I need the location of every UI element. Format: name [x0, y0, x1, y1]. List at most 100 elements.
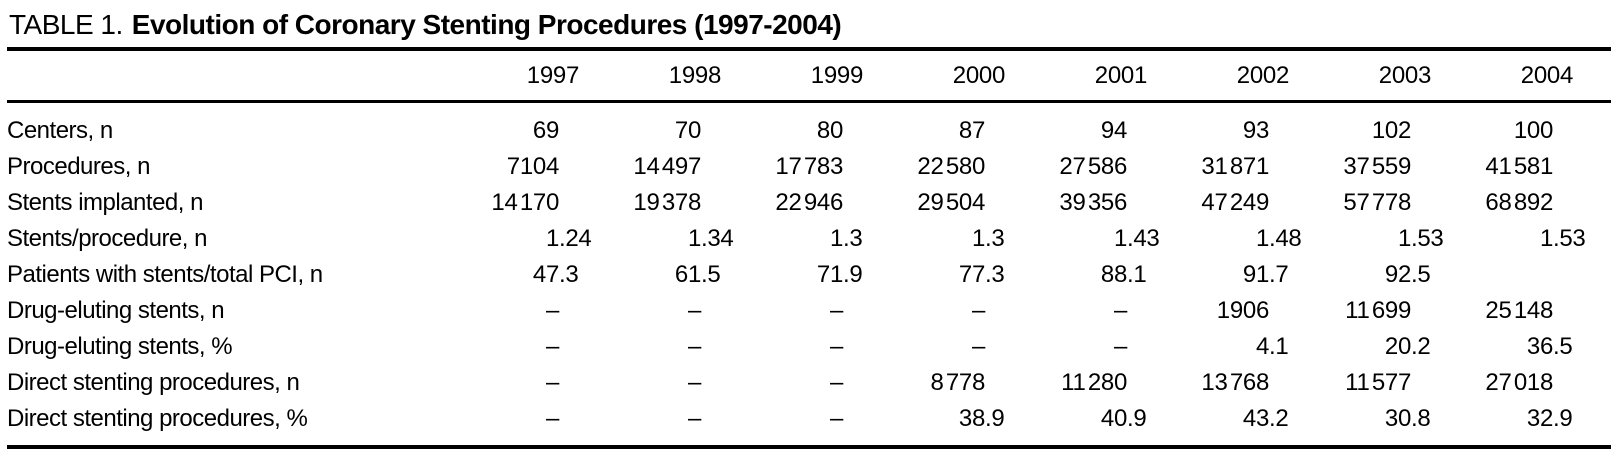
cell-value: 71.9 — [721, 261, 863, 289]
table-cell: – — [579, 329, 721, 365]
integer-part: 94 — [1100, 117, 1127, 144]
year-text: 2004 — [1520, 61, 1574, 89]
integer-part: 68 892 — [1485, 189, 1553, 216]
table-cell: 39 356 — [1005, 185, 1147, 221]
cell-value: – — [437, 333, 579, 361]
table-cell: 20.2 — [1289, 329, 1431, 365]
cell-value: 1906 — [1147, 297, 1289, 325]
table-cell: 22 580 — [863, 149, 1005, 185]
fraction-part: .9 — [843, 261, 863, 288]
table-cell: 1.3 — [721, 221, 863, 257]
integer-part: 1 — [971, 225, 985, 252]
table-cell: 47 249 — [1147, 185, 1289, 221]
table-cell: 1.34 — [579, 221, 734, 257]
cell-value: 25 148 — [1431, 297, 1573, 325]
row-label: Centers, n — [7, 117, 113, 144]
integer-part: 80 — [816, 117, 843, 144]
cell-value: – — [863, 333, 1005, 361]
integer-part: 25 148 — [1485, 297, 1553, 324]
table-row: Drug-eluting stents, n – – – – – 1906 11 699 25 … — [7, 293, 1573, 329]
table-number-label: TABLE 1. — [9, 9, 123, 40]
year-header-table: 1997 1998 1999 2000 2001 2002 2003 2004 — [7, 51, 1574, 100]
integer-part: 1 — [829, 225, 843, 252]
cell-value: 61.5 — [579, 261, 721, 289]
row-label: Direct stenting procedures, n — [7, 369, 300, 396]
table-cell: 70 — [579, 113, 721, 149]
table-cell: 91.7 — [1147, 257, 1289, 293]
integer-part: 27 018 — [1485, 369, 1553, 396]
table-cell: 69 — [437, 113, 579, 149]
cell-value: 17 783 — [721, 153, 863, 181]
integer-part: 1906 — [1216, 297, 1270, 324]
cell-value: 100 — [1431, 117, 1573, 145]
fraction-part: .3 — [985, 261, 1005, 288]
table-cell: 1.53 — [1431, 221, 1586, 257]
fraction-part: .9 — [1127, 405, 1147, 432]
cell-value: 1.3 — [721, 225, 863, 253]
integer-part: – — [687, 369, 701, 396]
cell-value: 22 580 — [863, 153, 1005, 181]
cell-value: – — [579, 405, 721, 433]
integer-part: 37 559 — [1343, 153, 1411, 180]
integer-part: 30 — [1384, 405, 1411, 432]
integer-part: 88 — [1100, 261, 1127, 288]
cell-value: 87 — [863, 117, 1005, 145]
fraction-part: .3 — [985, 225, 1005, 252]
fraction-part: .2 — [1269, 405, 1289, 432]
year-column-header: 2002 — [1147, 51, 1290, 100]
integer-part: 11 699 — [1345, 297, 1411, 324]
year-column-header: 1999 — [721, 51, 864, 100]
integer-part: – — [1113, 297, 1127, 324]
cell-value: – — [437, 369, 579, 397]
integer-part: – — [687, 333, 701, 360]
table-cell: 32.9 — [1431, 401, 1573, 437]
integer-part: 7104 — [506, 153, 560, 180]
table-cell: – — [579, 401, 721, 437]
year-text: 1999 — [810, 61, 864, 89]
year-text: 1997 — [526, 61, 580, 89]
integer-part: – — [545, 369, 559, 396]
integer-part: 32 — [1526, 405, 1553, 432]
integer-part: 39 356 — [1059, 189, 1127, 216]
integer-part: – — [1113, 333, 1127, 360]
year-column-header: 1997 — [437, 51, 580, 100]
cell-value: 77.3 — [863, 261, 1005, 289]
integer-part: 47 249 — [1201, 189, 1269, 216]
cell-value: 1.53 — [1431, 225, 1586, 253]
table-cell: 27 018 — [1431, 365, 1573, 401]
table-cell: 88.1 — [1005, 257, 1147, 293]
year-column-header: 2001 — [1005, 51, 1148, 100]
table-cell: 4.1 — [1147, 329, 1289, 365]
cell-value: 1.24 — [437, 225, 592, 253]
cell-value: 4.1 — [1147, 333, 1289, 361]
table-cell: 37 559 — [1289, 149, 1431, 185]
table-cell: 11 577 — [1289, 365, 1431, 401]
year-label: 2000 — [863, 62, 1006, 90]
cell-value: 27 018 — [1431, 369, 1573, 397]
fraction-part: .1 — [1269, 333, 1289, 360]
table-title: TABLE 1. Evolution of Coronary Stenting P… — [7, 8, 1611, 41]
year-text: 2002 — [1236, 61, 1290, 89]
table-cell: 36.5 — [1431, 329, 1573, 365]
cell-value: 29 504 — [863, 189, 1005, 217]
fraction-part: .9 — [1553, 405, 1573, 432]
table-row: Stents implanted, n 14 170 19 378 22 946 29 … — [7, 185, 1573, 221]
data-table: Centers, n 69 70 80 87 94 93 102 100 Procedures, … — [7, 113, 1586, 437]
cell-value: 11 577 — [1289, 369, 1431, 397]
integer-part: 69 — [532, 117, 559, 144]
cell-value: 1.53 — [1289, 225, 1444, 253]
cell-value: 91.7 — [1147, 261, 1289, 289]
cell-value: 11 699 — [1289, 297, 1431, 325]
table-cell: 1.48 — [1147, 221, 1302, 257]
cell-value: 36.5 — [1431, 333, 1573, 361]
cell-value: 88.1 — [1005, 261, 1147, 289]
integer-part: 43 — [1242, 405, 1269, 432]
table-body: Centers, n 69 70 80 87 94 93 102 100 Procedures, … — [7, 113, 1586, 437]
cell-value: 27 586 — [1005, 153, 1147, 181]
table-cell: 87 — [863, 113, 1005, 149]
table-cell: 57 778 — [1289, 185, 1431, 221]
table-cell: 94 — [1005, 113, 1147, 149]
fraction-part: .5 — [1411, 261, 1431, 288]
table-cell: 13 768 — [1147, 365, 1289, 401]
fraction-part: .9 — [985, 405, 1005, 432]
